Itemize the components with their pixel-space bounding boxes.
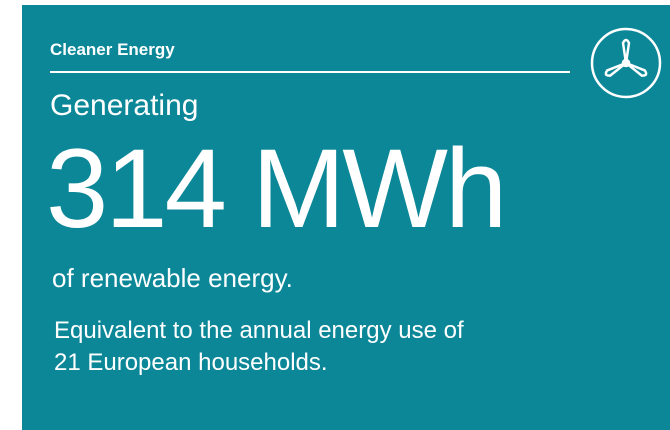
headline-intro: Generating [50, 89, 199, 122]
card-label: Cleaner Energy [50, 40, 175, 59]
energy-card: Cleaner Energy Generating 314 MWh of ren… [22, 5, 670, 430]
wind-turbine-icon [590, 27, 662, 99]
description-line: Equivalent to the annual energy use of [54, 317, 464, 344]
headline-unit: of renewable energy. [52, 263, 293, 293]
description-line: 21 European households. [54, 349, 328, 376]
headline-value: 314 MWh [46, 126, 507, 251]
divider [50, 71, 570, 73]
